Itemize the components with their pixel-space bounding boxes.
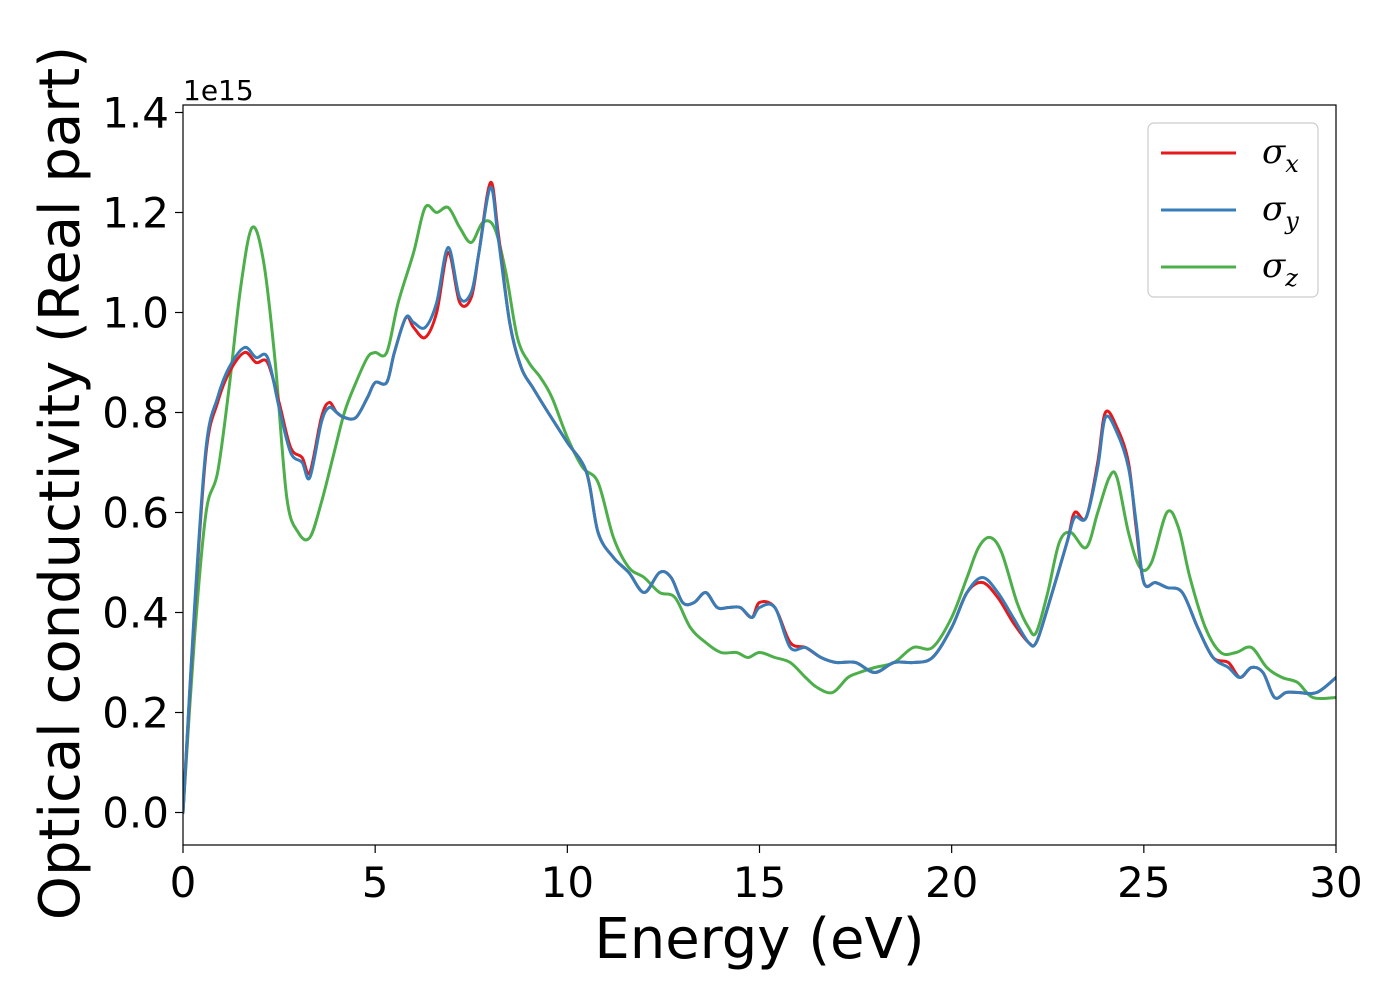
legend-symbol: σ <box>1262 189 1286 229</box>
y-tick-label: 0.8 <box>102 389 169 438</box>
x-tick-label: 0 <box>170 858 197 907</box>
x-tick-label: 25 <box>1117 858 1170 907</box>
y-tick-label: 0.6 <box>102 489 169 538</box>
x-tick-label: 10 <box>541 858 594 907</box>
x-tick-label: 5 <box>362 858 389 907</box>
y-tick-label: 1.0 <box>102 289 169 338</box>
series-layer <box>183 180 1336 814</box>
y-axis-title: Optical conductivity (Real part) <box>28 46 93 920</box>
plot-area <box>182 104 1337 846</box>
y-tick-label: 1.4 <box>102 89 169 138</box>
y-tick-label: 0.0 <box>102 789 169 838</box>
legend-label-z: σz <box>1262 246 1298 292</box>
x-axis-title: Energy (eV) <box>594 907 924 972</box>
y-tick-label: 1.2 <box>102 189 169 238</box>
legend-symbol: σ <box>1262 246 1286 286</box>
series-line-z <box>183 203 1336 814</box>
y-axis: 0.0 0.2 0.4 0.6 0.8 1.0 1.2 1.4 <box>102 89 183 838</box>
x-axis: 0 5 10 15 20 25 30 <box>170 845 1363 907</box>
legend-symbol: σ <box>1262 132 1286 172</box>
legend-label-y: σy <box>1262 189 1299 235</box>
legend-subscript: x <box>1285 150 1299 178</box>
legend-label-x: σx <box>1262 132 1299 178</box>
x-tick-label: 20 <box>925 858 978 907</box>
y-offset-label: 1e15 <box>183 74 254 107</box>
legend-subscript: z <box>1284 264 1298 292</box>
series-line-y <box>183 185 1336 814</box>
y-tick-label: 0.4 <box>102 589 169 638</box>
legend-subscript: y <box>1284 207 1299 235</box>
x-tick-label: 30 <box>1309 858 1362 907</box>
x-tick-label: 15 <box>733 858 786 907</box>
y-tick-label: 0.2 <box>102 689 169 738</box>
